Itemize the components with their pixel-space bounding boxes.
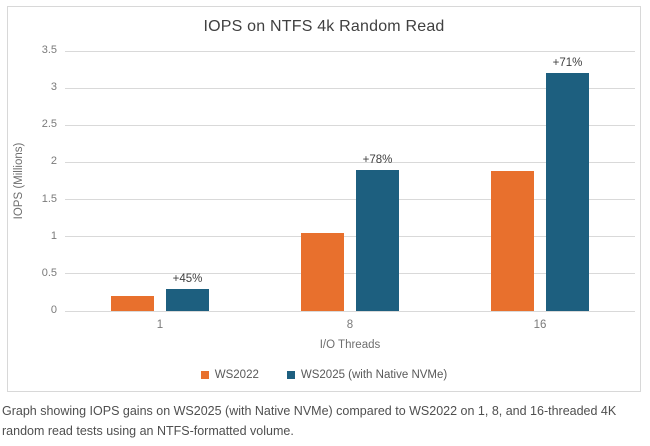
gridline [65,310,635,312]
gridline [65,87,635,89]
bar-ws2025-with-native-nvme-threads-1: +45% [166,273,209,311]
gain-percent-label: +78% [362,153,393,166]
y-tick-label: 3 [50,81,57,94]
plot-area: IOPS (Millions) I/O Threads 3.5 3 2.5 2 1.5 1… [13,44,635,351]
legend-swatch-icon [286,371,295,379]
bar-ws2025-with-native-nvme-threads-8: +78% [356,154,399,311]
bar-group: +71% [445,51,635,311]
gridline [65,199,635,201]
x-tick-label: 16 [533,319,547,331]
chart-card: IOPS on NTFS 4k Random Read IOPS (Millio… [7,6,641,392]
chart-title: IOPS on NTFS 4k Random Read [203,18,445,35]
chart-caption: Graph showing IOPS gains on WS2025 (with… [2,404,617,438]
y-tick-label: 2.5 [41,118,57,131]
gridline [65,161,635,163]
x-tick-label: 1 [156,319,164,331]
x-axis-title: I/O Threads [319,339,381,351]
bar-ws2025-with-native-nvme-threads-16: +71% [546,57,589,311]
bar-group: +45% [65,51,255,311]
gain-percent-label: +45% [172,272,203,285]
y-tick-label: 1 [50,229,57,242]
y-axis-title: IOPS (Millions) [13,142,25,220]
y-tick-label: 3.5 [41,44,57,56]
legend-label: WS2025 (with Native NVMe) [300,369,448,381]
x-tick-label: 8 [346,319,354,331]
chart-legend: WS2022 WS2025 (with Native NVMe) [8,369,640,381]
bar-group: +78% [255,51,445,311]
bar-ws2022-threads-8 [301,233,344,311]
bar-ws2022-threads-16 [491,171,534,311]
legend-item: WS2025 (with Native NVMe) [286,369,448,381]
gridline [65,273,635,275]
y-tick-label: 0.5 [41,266,57,279]
y-tick-label: 2 [50,155,57,168]
legend-label: WS2022 [214,369,259,381]
gridline [65,236,635,238]
gridline [65,124,635,126]
y-tick-label: 0 [50,304,57,316]
gain-percent-label: +71% [552,57,583,70]
gridline [65,50,635,52]
legend-swatch-icon [200,371,209,379]
bar-ws2022-threads-1 [111,296,154,311]
legend-item: WS2022 [200,369,259,381]
y-tick-label: 1.5 [41,192,57,205]
